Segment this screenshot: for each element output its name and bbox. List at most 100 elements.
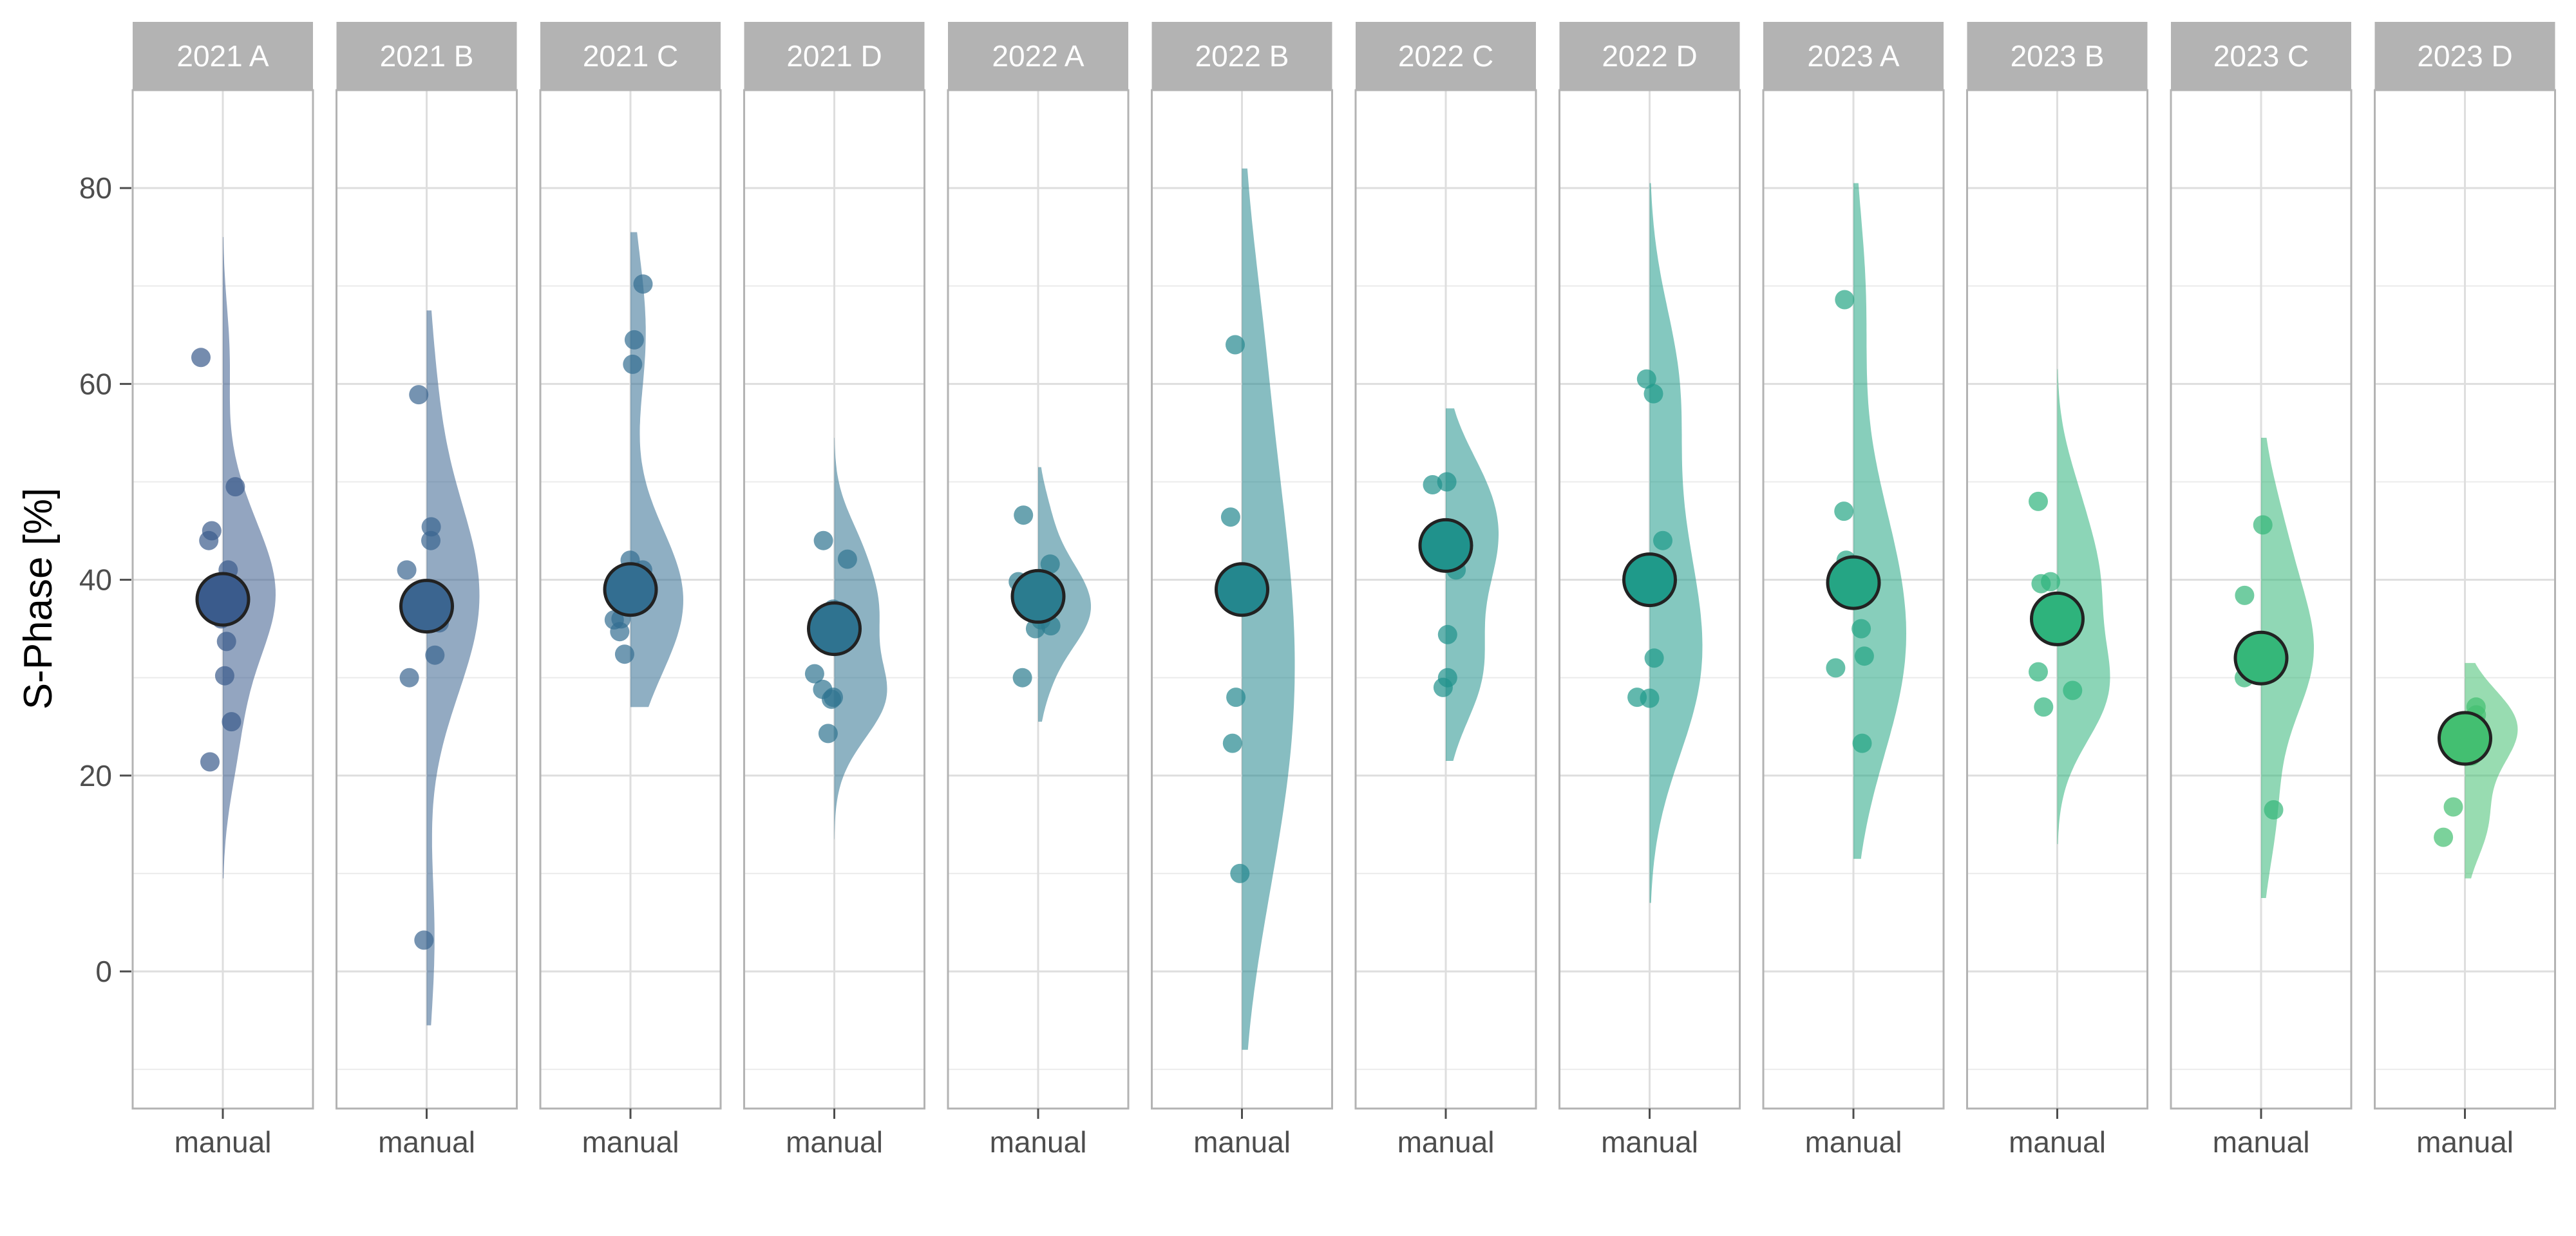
data-point — [1852, 619, 1871, 639]
facet-panel: 2021 C manual — [539, 22, 722, 1159]
data-point — [2443, 797, 2463, 817]
mean-point — [807, 601, 862, 657]
facet-panel: 2023 B manual — [1966, 22, 2148, 1159]
x-tick-label: manual — [1805, 1125, 1902, 1159]
facet-strip-label: 2022 B — [1195, 39, 1289, 73]
data-point — [2264, 800, 2284, 819]
y-tick-label: 40 — [79, 563, 112, 597]
data-point — [2029, 491, 2048, 511]
data-point — [1854, 646, 1874, 666]
facet-strip — [2374, 22, 2555, 90]
mean-point — [1622, 552, 1677, 608]
data-point — [200, 752, 220, 772]
facet-strip — [540, 22, 721, 90]
y-axis: 0 20 40 60 80 — [79, 171, 131, 988]
data-point — [623, 354, 643, 374]
data-point — [624, 330, 644, 350]
data-point — [1834, 501, 1854, 521]
data-point — [1230, 863, 1250, 883]
facet-panel: 2021 B manual — [336, 22, 518, 1159]
facet-panel: 2021 A manual — [131, 22, 314, 1159]
data-point — [822, 689, 841, 709]
data-point — [1644, 648, 1664, 668]
data-point — [633, 274, 653, 294]
facet-strip — [2171, 22, 2351, 90]
data-point — [409, 385, 429, 405]
data-point — [1826, 658, 1846, 678]
facet-strip-label: 2022 D — [1602, 39, 1697, 73]
data-point — [225, 477, 245, 497]
x-tick-label: manual — [378, 1125, 475, 1159]
facet-strip-label: 2023 D — [2417, 39, 2512, 73]
data-point — [1226, 688, 1246, 707]
data-point — [1835, 290, 1855, 310]
facet-strip — [948, 22, 1128, 90]
facet-strip — [744, 22, 925, 90]
data-point — [804, 664, 824, 684]
data-point — [199, 530, 219, 550]
data-point — [2029, 662, 2048, 682]
facet-strip — [133, 22, 313, 90]
x-tick-label: manual — [2416, 1125, 2514, 1159]
x-tick-label: manual — [1397, 1125, 1495, 1159]
data-point — [421, 530, 440, 550]
data-point — [191, 348, 211, 368]
data-point — [818, 724, 838, 744]
half-violin — [426, 310, 480, 1025]
data-point — [1640, 688, 1660, 708]
data-point — [1014, 505, 1034, 525]
facet-panel: 2022 D manual — [1558, 22, 1741, 1159]
half-violin — [1242, 168, 1295, 1050]
mean-point — [603, 562, 658, 617]
facet-panel: 2022 C manual — [1354, 22, 1537, 1159]
facet-strip-label: 2021 A — [176, 39, 269, 73]
mean-point — [2233, 630, 2289, 686]
facet-panel: 2021 D manual — [743, 22, 925, 1159]
facet-strip-label: 2023 A — [1807, 39, 1900, 73]
y-tick-label: 0 — [95, 955, 112, 988]
facet-strip — [1763, 22, 1944, 90]
data-point — [610, 622, 630, 642]
half-violin — [2261, 438, 2314, 898]
data-point — [1643, 384, 1663, 404]
facet-panel: 2023 C manual — [2170, 22, 2353, 1159]
half-violin — [834, 438, 887, 839]
facet-panel: 2023 D manual — [2374, 22, 2556, 1159]
data-point — [2253, 515, 2273, 535]
data-point — [399, 668, 419, 688]
y-tick-label: 20 — [79, 759, 112, 792]
data-point — [216, 632, 236, 651]
x-tick-label: manual — [175, 1125, 272, 1159]
x-tick-label: manual — [1193, 1125, 1291, 1159]
data-point — [1433, 677, 1453, 697]
data-point — [813, 530, 833, 550]
data-point — [614, 644, 634, 664]
data-point — [1220, 507, 1240, 527]
data-point — [1852, 733, 1872, 753]
data-point — [397, 560, 417, 580]
y-tick-label: 60 — [79, 367, 112, 400]
half-violin — [1853, 183, 1906, 859]
x-tick-label: manual — [582, 1125, 679, 1159]
mean-point — [2438, 711, 2492, 766]
mean-point — [195, 572, 251, 627]
data-point — [1423, 475, 1443, 494]
facet-panel: 2022 A manual — [947, 22, 1130, 1159]
mean-point — [1826, 555, 1881, 610]
facet-strip — [1967, 22, 2148, 90]
facet-strip-label: 2021 C — [583, 39, 678, 73]
data-point — [1025, 619, 1045, 639]
half-violin — [2057, 369, 2110, 845]
data-point — [1653, 530, 1672, 550]
mean-point — [399, 579, 454, 634]
facet-strip-label: 2022 A — [992, 39, 1084, 73]
facet-strip — [1151, 22, 1332, 90]
data-point — [1012, 668, 1032, 688]
y-axis-title: S-Phase [%] — [16, 488, 61, 710]
mean-point — [1418, 518, 1473, 573]
data-point — [222, 712, 242, 732]
facet-panel: 2023 A manual — [1762, 22, 1945, 1159]
facet-panel: 2022 B manual — [1151, 22, 1333, 1159]
